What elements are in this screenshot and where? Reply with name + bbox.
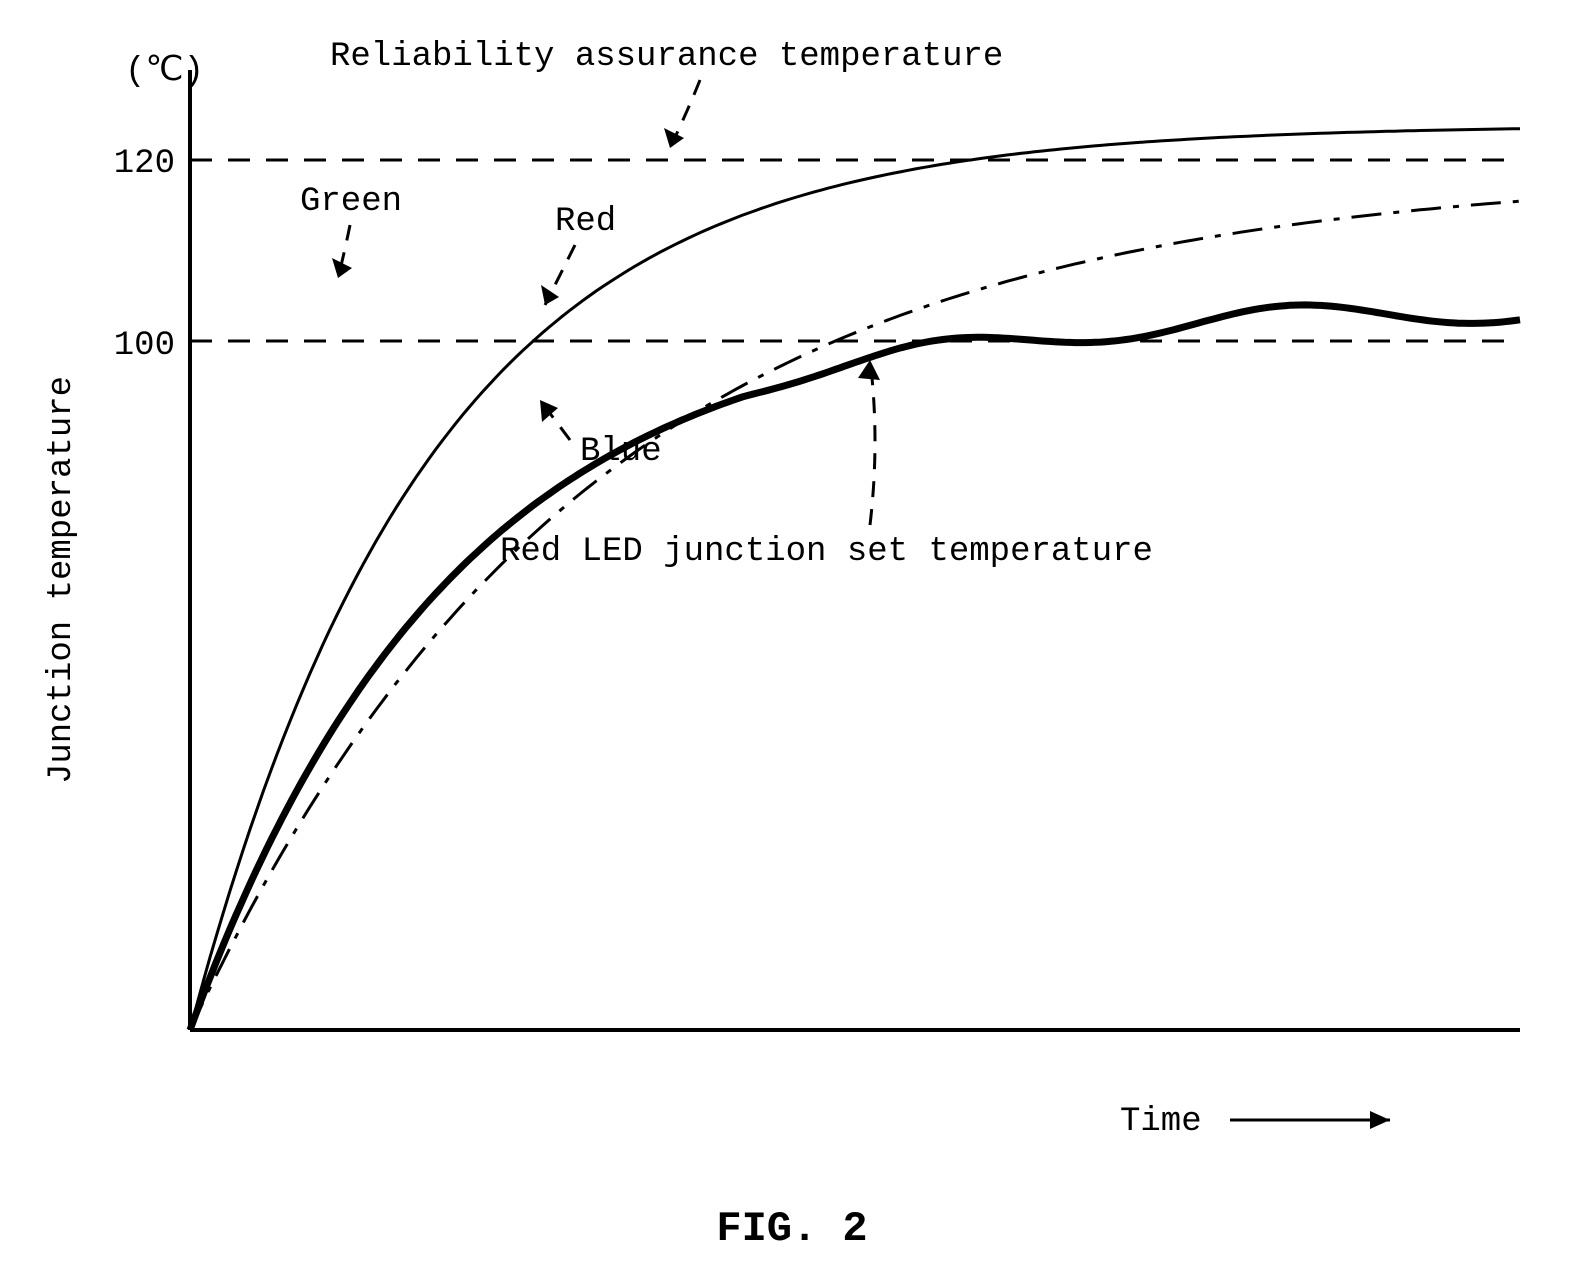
label-red: Red [555, 203, 616, 241]
curve-red [190, 305, 1520, 1030]
y-unit: (℃) [125, 53, 204, 91]
label-green: Green [300, 183, 402, 221]
curve-green [190, 129, 1520, 1030]
y-axis-label: Junction temperature [43, 376, 81, 784]
ytick-100: 100 [114, 327, 175, 365]
arrowhead-blue [540, 400, 558, 422]
x-axis-label: Time [1120, 1103, 1202, 1141]
curve-blue [190, 201, 1520, 1030]
arrowhead-reliability [664, 128, 684, 148]
ytick-120: 120 [114, 145, 175, 183]
arrowhead-red [541, 285, 559, 305]
label-red-set: Red LED junction set temperature [500, 533, 1153, 571]
leader-red-set [870, 360, 875, 525]
label-blue: Blue [580, 433, 662, 471]
label-reliability: Reliability assurance temperature [330, 38, 1003, 76]
time-arrow-head [1370, 1111, 1390, 1129]
figure-caption: FIG. 2 [716, 1205, 867, 1253]
